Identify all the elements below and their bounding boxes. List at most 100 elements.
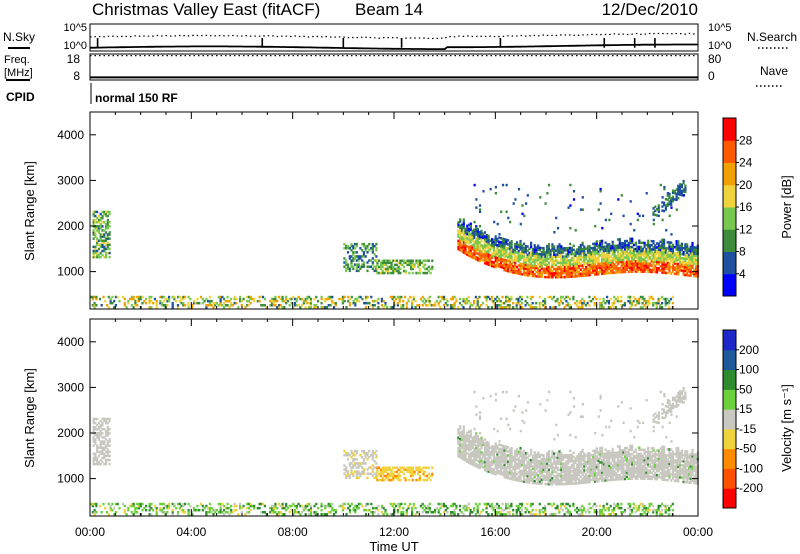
power-echo-cell (675, 256, 678, 259)
power-echo-cell (352, 253, 355, 256)
velocity-echo-cell (94, 417, 97, 421)
power-echo-cell (427, 265, 430, 269)
power-echo-cell (272, 299, 275, 303)
power-echo-cell (492, 261, 495, 264)
velocity-echo-cell (244, 513, 247, 516)
power-echo-cell (214, 304, 217, 307)
velocity-echo-cell (526, 478, 529, 482)
power-echo-cell (576, 256, 579, 259)
velocity-echo-cell (104, 450, 108, 454)
power-echo-cell (348, 297, 352, 301)
power-echo-cell (636, 264, 639, 267)
velocity-echo-cell (457, 438, 460, 441)
power-echo-cell (606, 247, 609, 250)
power-echo-cell (643, 245, 646, 249)
y-tick-label: 3000 (57, 173, 84, 187)
power-echo-cell (503, 250, 506, 253)
power-echo-cell (499, 241, 503, 244)
velocity-echo-cell (346, 451, 350, 455)
power-echo-cell (556, 259, 559, 263)
power-echo-cell (593, 301, 596, 305)
power-echo-cell (522, 259, 526, 262)
power-echo-cell (671, 264, 675, 267)
freq-panel: Freq. [MHz] 18 8 80 0 Nave (4, 52, 788, 87)
power-echo-cell (482, 255, 485, 258)
velocity-echo-cell (196, 508, 199, 512)
velocity-echo-cell (240, 511, 243, 514)
power-echo-cell (468, 235, 471, 239)
power-echo-cell (570, 275, 573, 278)
power-echo-cell (485, 234, 488, 237)
power-echo-cell (544, 261, 547, 264)
velocity-echo-cell (666, 508, 669, 512)
power-echo-cell (378, 265, 381, 269)
power-echo-cell (457, 233, 460, 236)
power-echo-cell (551, 271, 554, 275)
power-echo-cell (535, 258, 538, 262)
velocity-echo-cell (542, 460, 545, 463)
power-echo-cell (519, 256, 522, 259)
velocity-echo-cell (546, 478, 549, 482)
velocity-echo-cell (547, 478, 550, 482)
power-echo-cell (187, 306, 190, 309)
velocity-echo-cell (457, 448, 460, 452)
power-echo-cell (620, 242, 623, 245)
velocity-echo-cell (375, 506, 378, 510)
power-echo-cell (494, 239, 497, 242)
velocity-echo-cell (579, 508, 582, 512)
power-echo-cell (604, 259, 607, 263)
power-echo-cell (647, 241, 650, 245)
power-echo-cell (478, 245, 481, 248)
power-echo-cell (459, 238, 462, 242)
power-echo-cell (650, 295, 653, 299)
power-echo-cell (569, 269, 572, 272)
velocity-echo-cell (475, 436, 478, 439)
power-echo-cell (371, 261, 374, 264)
power-echo-cell (501, 243, 504, 247)
power-echo-cell (654, 209, 657, 213)
power-echo-cell (636, 256, 639, 259)
power-echo-cell (616, 269, 620, 272)
velocity-echo-cell (540, 478, 543, 481)
velocity-echo-cell (106, 440, 109, 443)
power-echo-cell (411, 265, 414, 269)
velocity-echo-cell (237, 513, 240, 516)
power-echo-cell (577, 254, 581, 257)
velocity-echo-cell (371, 458, 374, 461)
velocity-echo-cell (364, 504, 368, 508)
power-echo-cell (515, 297, 518, 301)
power-echo-cell (531, 270, 534, 274)
velocity-echo-cell (521, 473, 524, 477)
velocity-echo-cell (451, 513, 454, 516)
velocity-echo-cell (588, 502, 591, 506)
power-echo-cell (522, 257, 526, 260)
power-echo-cell (503, 252, 506, 255)
power-echo-cell (620, 256, 623, 259)
power-echo-cell (507, 263, 510, 267)
power-echo-cell (533, 258, 536, 261)
power-echo-cell (134, 304, 137, 307)
power-echo-cell (632, 251, 636, 255)
power-echo-cell (368, 249, 371, 252)
power-echo-cell (595, 266, 598, 270)
power-echo-cell (508, 304, 511, 307)
velocity-echo-cell (357, 506, 360, 510)
power-echo-cell (485, 304, 488, 307)
power-echo-cell (579, 252, 582, 255)
velocity-echo-cell (505, 447, 508, 451)
power-echo-cell (473, 251, 476, 254)
power-echo-cell (686, 261, 689, 265)
velocity-echo-cell (453, 513, 456, 516)
power-echo-cell (579, 268, 582, 271)
velocity-echo-cell (480, 442, 483, 446)
power-echo-cell (383, 261, 386, 265)
velocity-echo-cell (99, 458, 102, 462)
power-echo-cell (588, 295, 591, 299)
power-echo-cell (533, 272, 536, 276)
power-echo-cell (359, 267, 362, 270)
velocity-echo-cell (386, 478, 390, 482)
power-echo-cell (348, 247, 351, 250)
velocity-echo-cell (517, 477, 520, 480)
power-echo-cell (599, 266, 602, 269)
power-echo-cell (411, 299, 414, 303)
